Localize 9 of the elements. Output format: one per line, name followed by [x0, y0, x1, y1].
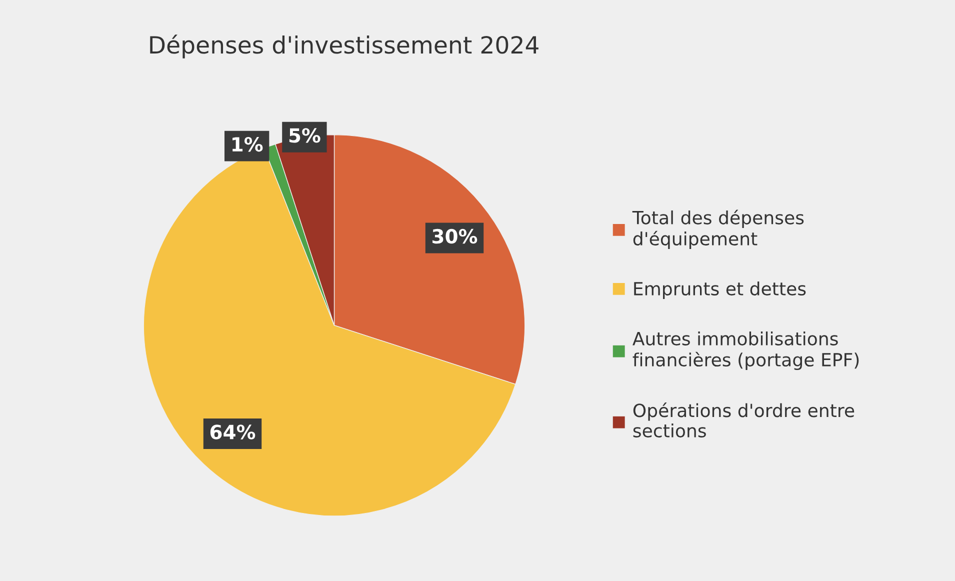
legend-label: Total des dépenses d'équipement: [632, 210, 804, 250]
data-label: 1%: [232, 136, 263, 152]
legend-label: Emprunts et dettes: [634, 282, 806, 299]
chart-title: Dépenses d'investissement 2024: [150, 34, 538, 58]
data-label: 5%: [289, 128, 320, 143]
data-label: 30%: [432, 228, 478, 244]
legend-label: Opérations d'ordre entre sections: [633, 402, 854, 438]
legend-label: Autres immobilisations financières (portage EPF): [632, 332, 859, 370]
data-label: 64%: [210, 424, 256, 440]
